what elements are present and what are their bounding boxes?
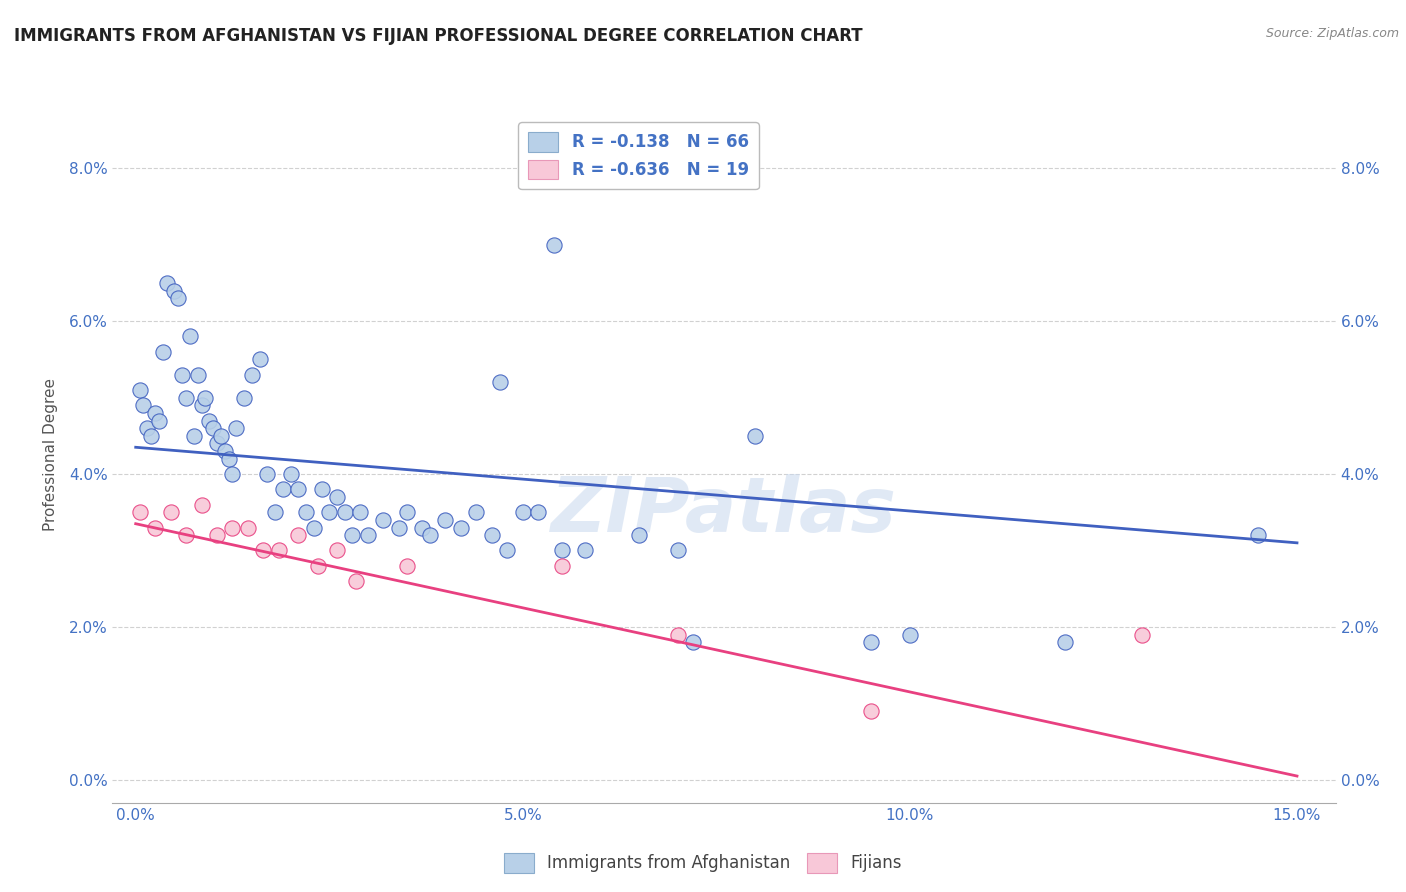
Legend: R = -0.138   N = 66, R = -0.636   N = 19: R = -0.138 N = 66, R = -0.636 N = 19 — [519, 122, 759, 189]
Point — [302, 520, 325, 534]
Point — [373, 513, 395, 527]
Point — [666, 627, 689, 641]
Point — [159, 505, 181, 519]
Point — [512, 505, 534, 519]
Point — [143, 520, 166, 534]
Text: ZIPatlas: ZIPatlas — [551, 474, 897, 548]
Point — [152, 344, 174, 359]
Text: IMMIGRANTS FROM AFGHANISTAN VS FIJIAN PROFESSIONAL DEGREE CORRELATION CHART: IMMIGRANTS FROM AFGHANISTAN VS FIJIAN PR… — [14, 27, 863, 45]
Point — [172, 368, 194, 382]
Point — [214, 444, 236, 458]
Point — [287, 528, 309, 542]
Point — [388, 520, 411, 534]
Point — [450, 520, 472, 534]
Point — [1247, 528, 1270, 542]
Point — [481, 528, 503, 542]
Point — [205, 436, 228, 450]
Point — [190, 398, 212, 412]
Point — [527, 505, 550, 519]
Point — [682, 635, 704, 649]
Point — [488, 376, 510, 390]
Point — [218, 451, 240, 466]
Point — [307, 558, 329, 573]
Point — [744, 429, 766, 443]
Point — [1053, 635, 1076, 649]
Point — [395, 505, 418, 519]
Point — [860, 704, 883, 718]
Point — [267, 543, 290, 558]
Point — [543, 237, 565, 252]
Point — [318, 505, 340, 519]
Point — [252, 543, 274, 558]
Point — [249, 352, 271, 367]
Point — [550, 543, 572, 558]
Point — [163, 284, 186, 298]
Point — [148, 413, 170, 427]
Point — [179, 329, 201, 343]
Point — [333, 505, 356, 519]
Point — [156, 276, 179, 290]
Point — [190, 498, 212, 512]
Point — [194, 391, 217, 405]
Point — [202, 421, 225, 435]
Y-axis label: Professional Degree: Professional Degree — [42, 378, 58, 532]
Point — [143, 406, 166, 420]
Point — [205, 528, 228, 542]
Point — [236, 520, 259, 534]
Point — [233, 391, 256, 405]
Legend: Immigrants from Afghanistan, Fijians: Immigrants from Afghanistan, Fijians — [498, 847, 908, 880]
Point — [666, 543, 689, 558]
Point — [627, 528, 650, 542]
Point — [128, 383, 150, 397]
Point — [141, 429, 163, 443]
Point — [174, 391, 197, 405]
Point — [344, 574, 367, 588]
Text: Source: ZipAtlas.com: Source: ZipAtlas.com — [1265, 27, 1399, 40]
Point — [295, 505, 318, 519]
Point — [465, 505, 488, 519]
Point — [240, 368, 263, 382]
Point — [357, 528, 380, 542]
Point — [280, 467, 302, 481]
Point — [395, 558, 418, 573]
Point — [187, 368, 209, 382]
Point — [574, 543, 596, 558]
Point — [167, 291, 190, 305]
Point — [128, 505, 150, 519]
Point — [1130, 627, 1153, 641]
Point — [174, 528, 197, 542]
Point — [342, 528, 364, 542]
Point — [264, 505, 287, 519]
Point — [411, 520, 433, 534]
Point — [225, 421, 247, 435]
Point — [434, 513, 457, 527]
Point — [221, 520, 243, 534]
Point — [419, 528, 441, 542]
Point — [550, 558, 572, 573]
Point — [271, 483, 294, 497]
Point — [183, 429, 205, 443]
Point — [136, 421, 159, 435]
Point — [326, 543, 349, 558]
Point — [349, 505, 371, 519]
Point — [496, 543, 519, 558]
Point — [311, 483, 333, 497]
Point — [132, 398, 155, 412]
Point — [287, 483, 309, 497]
Point — [221, 467, 243, 481]
Point — [898, 627, 921, 641]
Point — [209, 429, 232, 443]
Point — [326, 490, 349, 504]
Point — [860, 635, 883, 649]
Point — [198, 413, 221, 427]
Point — [256, 467, 278, 481]
